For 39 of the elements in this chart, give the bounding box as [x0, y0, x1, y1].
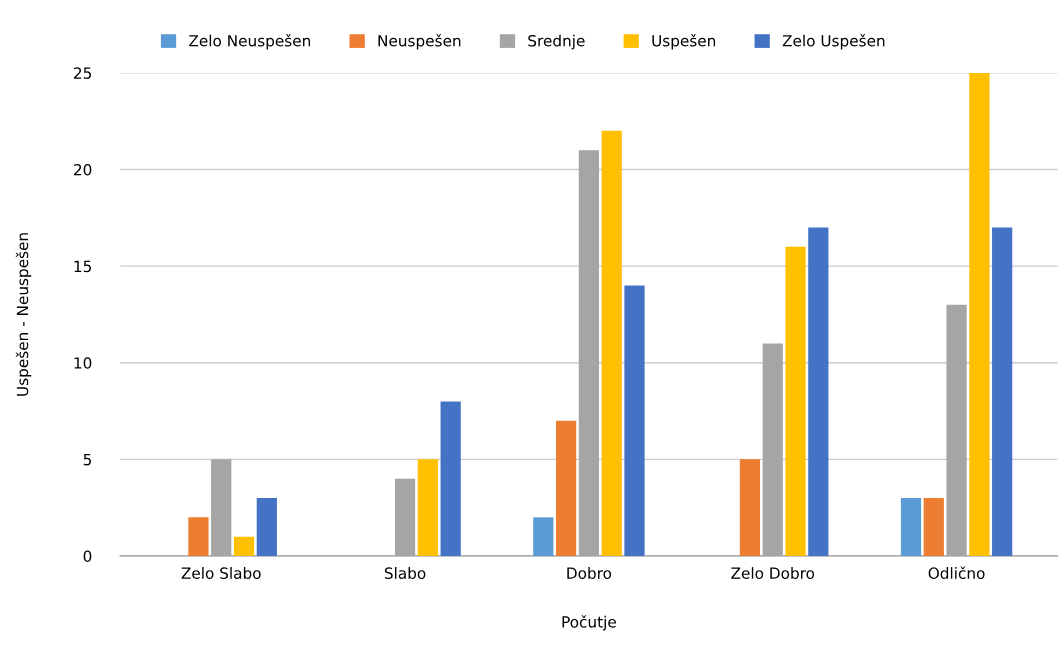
legend-label: Uspešen [652, 34, 716, 50]
y-tick-label: 5 [83, 454, 92, 466]
bar [969, 72, 990, 556]
x-tick-label: Zelo Dobro [731, 567, 815, 579]
bar [556, 420, 577, 556]
bar [233, 536, 255, 556]
bar [578, 150, 600, 556]
y-tick-label: 0 [83, 550, 92, 563]
bar [808, 227, 829, 556]
legend-label: Zelo Uspešen [782, 34, 885, 50]
bar [624, 285, 645, 556]
legend-label: Srednje [528, 34, 585, 50]
x-tick-label: Zelo Slabo [181, 567, 261, 579]
bar [440, 401, 461, 556]
bar [211, 459, 232, 556]
bar [946, 304, 967, 556]
x-tick-label: Odlično [928, 566, 985, 579]
y-tick-label: 10 [74, 357, 92, 369]
bar [394, 478, 416, 556]
bar [739, 459, 761, 556]
bar [188, 517, 209, 556]
bar [992, 227, 1013, 556]
x-tick-label: Slabo [384, 567, 426, 579]
legend-label: Neuspešen [378, 34, 461, 50]
bar [533, 517, 554, 556]
bar [923, 498, 944, 556]
bar [256, 498, 277, 556]
bar [417, 459, 438, 556]
bar [762, 343, 783, 556]
x-axis-title: Počutje [562, 615, 616, 631]
legend-label: Zelo Neuspešen [189, 34, 311, 50]
bar [785, 246, 806, 556]
y-tick-label: 25 [74, 67, 92, 79]
bar [900, 498, 922, 556]
y-tick-label: 15 [74, 260, 92, 273]
y-axis-title: Uspešen - Neuspešen [15, 233, 32, 396]
y-tick-label: 20 [74, 163, 92, 176]
x-tick-label: Dobro [567, 567, 612, 579]
bar [601, 130, 622, 556]
